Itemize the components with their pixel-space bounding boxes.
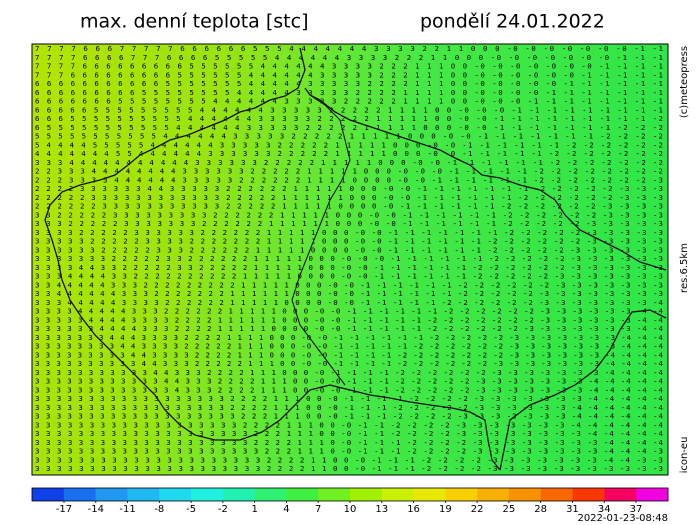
grid-row: 2 2 3 3 3 4 4 4 4 4 4 4 4 3 3 3 3 3 3 2 …: [35, 167, 663, 176]
grid-row: 3 3 3 3 3 3 3 3 3 3 3 3 3 3 3 3 3 3 3 2 …: [35, 412, 664, 421]
color-scale: -17 -14 -11 -8 -5 -2 1 4 7 10 13 16 19 22 25 28 31 34 37: [31, 487, 669, 515]
color-swatch: [318, 488, 351, 501]
grid-row: 3 3 3 3 3 3 3 3 3 3 3 3 4 4 3 3 3 2 2 2 …: [35, 377, 664, 386]
grid-row: 2 2 2 2 3 3 3 3 3 3 4 4 3 3 3 3 3 2 2 2 …: [35, 184, 663, 193]
resolution-label: res.6.5km: [679, 243, 690, 293]
color-swatch: [572, 488, 605, 501]
color-swatch: [159, 488, 192, 501]
scale-tick-label: 10: [344, 504, 357, 515]
grid-row: 7 7 7 7 6 6 6 6 6 6 6 6 6 5 5 5 5 5 5 4 …: [35, 62, 663, 71]
scale-tick-label: -14: [88, 504, 104, 515]
country-border: [44, 47, 667, 471]
grid-row: 3 3 3 3 2 2 2 2 2 3 3 3 3 3 3 2 2 2 2 2 …: [35, 228, 663, 237]
color-swatch: [191, 488, 224, 501]
color-swatch: [636, 488, 669, 501]
color-swatch: [540, 488, 573, 501]
grid-row: 3 3 3 3 3 3 3 3 3 3 3 3 3 3 3 3 3 3 3 3 …: [35, 464, 663, 473]
scale-tick-label: 31: [566, 504, 579, 515]
scale-tick-label: 28: [534, 504, 547, 515]
grid-row: 6 5 5 5 5 5 5 5 5 5 5 5 4 4 4 4 4 4 3 3 …: [35, 123, 663, 132]
grid-row: 3 3 4 4 4 4 4 4 3 3 3 2 2 2 2 2 2 2 1 1 …: [35, 289, 663, 298]
grid-row: 3 3 2 2 2 2 2 3 3 3 3 3 3 3 3 3 2 2 2 2 …: [35, 210, 663, 219]
grid-row: 3 3 3 3 3 3 3 3 3 3 3 3 3 3 3 3 3 3 2 2 …: [35, 403, 664, 412]
scale-tick-label: -8: [154, 504, 164, 515]
scale-tick-label: 37: [630, 504, 643, 515]
grid-row: 3 3 3 3 4 4 4 4 4 3 3 3 2 2 2 2 2 2 1 1 …: [35, 307, 664, 316]
color-swatch: [127, 488, 160, 501]
grid-row: 3 3 3 3 3 3 3 3 4 4 3 3 3 3 2 2 2 2 2 1 …: [35, 342, 664, 351]
grid-row: 2 2 2 3 3 3 3 4 4 4 4 4 4 3 3 3 3 3 2 2 …: [35, 175, 663, 184]
color-swatch: [381, 488, 414, 501]
grid-row: 3 3 3 3 3 3 4 4 4 4 3 3 3 2 2 2 2 1 1 1 …: [35, 324, 664, 333]
color-swatch: [413, 488, 446, 501]
map-date: pondělí 24.01.2022: [420, 11, 605, 33]
grid-row: 6 6 6 6 6 6 6 6 6 5 5 5 5 5 5 5 5 4 4 4 …: [35, 88, 663, 97]
grid-row: 3 3 3 3 3 2 2 2 2 2 3 3 3 3 2 2 2 2 2 2 …: [35, 237, 663, 246]
grid-row: 7 7 7 7 6 6 6 6 7 7 7 6 6 6 6 5 5 5 5 5 …: [35, 53, 663, 62]
grid-row: 3 3 3 4 4 4 4 4 3 3 3 3 2 2 2 2 2 2 1 1 …: [35, 298, 664, 307]
color-swatch: [222, 488, 255, 501]
grid-row: 3 3 3 3 3 3 3 3 3 3 3 4 4 3 3 3 2 2 2 2 …: [35, 368, 664, 377]
grid-row: 3 3 3 3 3 3 3 3 3 3 3 3 3 3 3 3 3 3 2 2 …: [35, 394, 664, 403]
grid-row: 3 3 3 3 3 3 2 2 2 2 2 3 3 3 2 2 2 2 2 2 …: [35, 245, 663, 254]
color-swatch: [63, 488, 96, 501]
color-swatch: [286, 488, 319, 501]
grid-row: 3 3 3 3 3 3 3 3 3 3 3 3 3 3 3 3 3 3 3 3 …: [35, 447, 663, 456]
grid-row: 6 6 6 6 6 5 5 5 5 5 5 5 5 5 4 4 4 4 4 4 …: [35, 105, 663, 114]
scale-tick-label: 25: [503, 504, 516, 515]
scale-tick-label: 1: [251, 504, 257, 515]
model-label: icon-eu: [679, 437, 690, 474]
timestamp: 2022-01-23-08:48: [577, 513, 668, 524]
grid-row: 3 3 3 3 3 3 3 4 4 4 3 3 3 3 2 2 2 2 1 1 …: [35, 333, 664, 342]
color-swatch: [254, 488, 287, 501]
grid-row: 6 6 6 5 5 5 5 5 5 5 5 5 5 4 4 4 4 4 4 3 …: [35, 114, 663, 123]
map-field: [31, 43, 669, 476]
color-swatch: [350, 488, 383, 501]
inner-border: [291, 94, 351, 386]
grid-row: 3 3 4 4 4 4 4 3 3 3 2 2 2 2 2 2 2 2 2 1 …: [35, 280, 663, 289]
color-swatch: [32, 488, 65, 501]
map-title: max. denní teplota [stc]: [80, 11, 308, 33]
grid-row: 5 5 5 5 5 5 5 5 5 5 5 4 4 4 4 4 4 3 3 3 …: [35, 132, 663, 141]
grid-row: 3 3 3 3 4 4 3 3 2 2 2 2 2 3 3 2 2 2 2 2 …: [35, 263, 663, 272]
scale-tick-label: -11: [119, 504, 135, 515]
scale-tick-label: 16: [407, 504, 420, 515]
grid-row: 6 6 6 6 6 6 6 5 5 5 5 5 5 5 5 4 4 4 4 4 …: [35, 97, 663, 106]
grid-row: 6 6 6 6 6 6 6 6 6 6 6 5 5 5 5 5 5 5 4 4 …: [35, 79, 663, 88]
copyright-label: (c)meteopress: [679, 46, 690, 118]
grid-row: 3 3 3 2 2 2 2 2 3 3 3 3 3 3 3 2 2 2 2 2 …: [35, 219, 663, 228]
grid-row: 2 2 2 2 2 2 3 3 3 3 3 3 3 3 3 3 3 2 2 2 …: [35, 202, 663, 211]
scale-tick-label: -5: [186, 504, 196, 515]
grid-row: 3 3 3 3 3 3 3 3 3 3 3 3 3 3 3 3 3 3 3 3 …: [35, 429, 664, 438]
color-swatch: [477, 488, 510, 501]
grid-row: 4 4 4 4 4 4 4 5 5 4 4 4 4 4 4 3 3 3 3 3 …: [35, 149, 663, 158]
grid-row: 3 3 3 3 3 3 3 2 2 2 2 2 3 3 2 2 2 2 2 2 …: [35, 254, 663, 263]
grid-row: 5 4 4 4 4 5 5 5 5 5 4 4 4 4 4 4 3 3 3 3 …: [35, 140, 663, 149]
grid-row: 2 2 2 2 2 3 3 3 3 3 3 3 3 3 3 3 3 2 2 2 …: [35, 193, 663, 202]
scale-tick-label: -2: [218, 504, 228, 515]
grid-row: 3 3 3 4 4 4 4 3 3 2 2 2 2 2 2 2 2 2 2 1 …: [35, 272, 663, 281]
grid-row: 3 3 3 3 3 3 3 3 3 3 3 3 3 3 3 3 3 3 3 3 …: [35, 438, 664, 447]
scale-tick-label: 7: [315, 504, 321, 515]
scale-tick-label: 19: [439, 504, 452, 515]
grid-row: 7 7 7 6 6 6 6 6 6 6 6 6 5 5 5 5 5 5 4 4 …: [35, 70, 663, 79]
scale-tick-label: 22: [471, 504, 484, 515]
scale-tick-label: -17: [56, 504, 72, 515]
color-swatch: [95, 488, 128, 501]
color-swatch: [604, 488, 637, 501]
grid-row: 3 3 3 3 3 4 4 4 4 3 3 3 3 2 2 2 2 1 1 1 …: [35, 315, 664, 324]
grid-row: 3 3 3 3 3 3 3 3 3 3 4 4 3 3 3 2 2 2 2 2 …: [35, 359, 664, 368]
grid-row: 3 3 3 3 3 3 3 3 3 3 3 3 3 3 3 3 3 3 3 3 …: [35, 455, 663, 464]
color-swatch: [445, 488, 478, 501]
scale-tick-label: 13: [375, 504, 388, 515]
scale-tick-label: 34: [598, 504, 611, 515]
color-swatch: [509, 488, 542, 501]
grid-row: 3 3 3 3 3 3 3 3 3 3 3 3 3 3 3 3 3 3 3 2 …: [35, 420, 664, 429]
scale-tick-label: 4: [283, 504, 289, 515]
grid-row: 3 3 3 3 3 3 3 3 3 4 4 3 3 3 3 2 2 2 2 1 …: [35, 350, 664, 359]
grid-row: 7 7 7 7 6 6 6 7 7 7 7 7 6 6 6 6 6 6 5 5 …: [35, 44, 663, 53]
